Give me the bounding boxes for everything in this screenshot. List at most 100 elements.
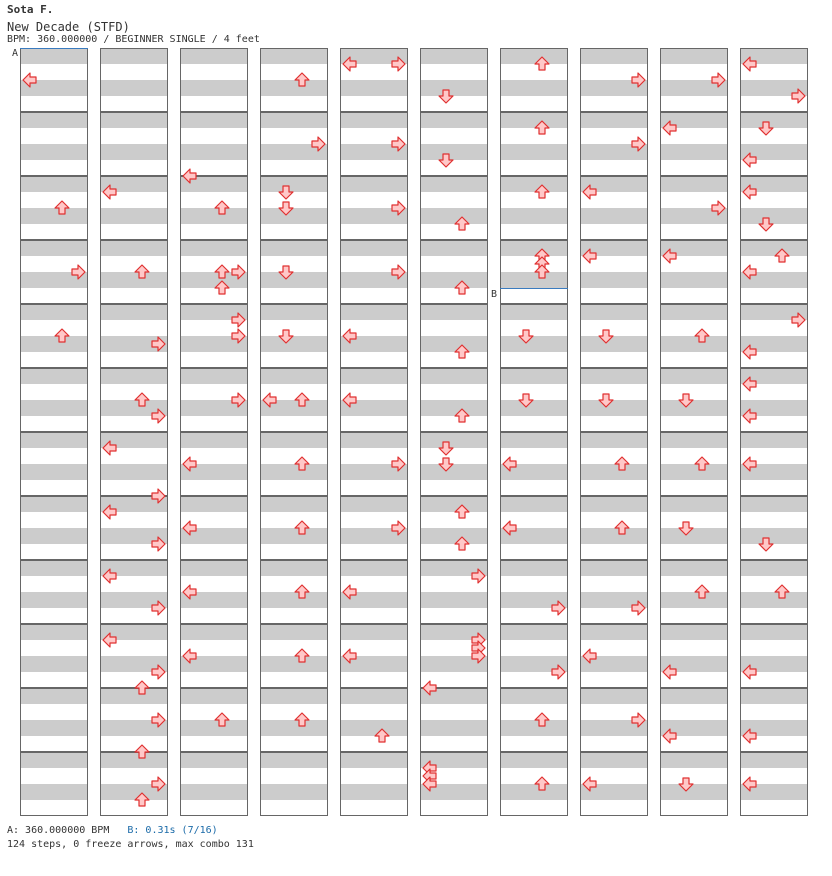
step-arrow (214, 280, 230, 295)
footer-timing-line: A: 360.000000 BPM B: 0.31s (7/16) (7, 824, 254, 838)
step-arrow (278, 329, 294, 344)
step-arrow (151, 488, 166, 504)
step-arrow (438, 457, 454, 472)
measure-box (100, 624, 168, 688)
step-arrow (391, 56, 406, 72)
step-arrow (454, 344, 470, 359)
step-arrow (151, 600, 166, 616)
measure-box (660, 752, 728, 816)
measure-box (420, 304, 488, 368)
step-arrow (374, 728, 390, 743)
step-arrow (551, 600, 566, 616)
step-arrow (614, 456, 630, 471)
step-arrow (22, 72, 37, 88)
step-arrow (182, 584, 197, 600)
measure-box (500, 624, 568, 688)
step-arrow (534, 120, 550, 135)
measure-box (340, 688, 408, 752)
step-arrow (102, 184, 117, 200)
measure-box (100, 368, 168, 432)
measure-box (260, 176, 328, 240)
measure-box (580, 240, 648, 304)
measure-box (20, 688, 88, 752)
measure-box (420, 176, 488, 240)
step-arrow (454, 280, 470, 295)
step-arrow (342, 56, 357, 72)
step-arrow (742, 376, 757, 392)
step-arrow (502, 520, 517, 536)
measure-box (20, 112, 88, 176)
measure-box (500, 752, 568, 816)
song-title: New Decade (STFD) (7, 20, 130, 34)
step-arrow (182, 648, 197, 664)
step-arrow (534, 184, 550, 199)
step-arrow (151, 336, 166, 352)
measure-box (740, 112, 808, 176)
measure-box (180, 688, 248, 752)
step-arrow (342, 584, 357, 600)
measure-box (580, 432, 648, 496)
step-arrow (231, 392, 246, 408)
step-arrow (214, 712, 230, 727)
step-arrow (454, 504, 470, 519)
step-arrow (662, 248, 677, 264)
step-arrow (518, 329, 534, 344)
step-arrow (678, 777, 694, 792)
measure-box (420, 432, 488, 496)
step-arrow (151, 664, 166, 680)
step-arrow (694, 456, 710, 471)
step-arrow (438, 441, 454, 456)
step-arrow (134, 744, 150, 759)
step-arrow (182, 520, 197, 536)
measure-box (180, 432, 248, 496)
step-arrow (214, 200, 230, 215)
step-arrow (742, 408, 757, 424)
measure-box (660, 240, 728, 304)
step-arrow (582, 248, 597, 264)
step-arrow (438, 89, 454, 104)
measure-box (20, 496, 88, 560)
step-arrow (598, 393, 614, 408)
measure-box (500, 176, 568, 240)
step-arrow (534, 776, 550, 791)
measure-box (740, 496, 808, 560)
step-arrow (342, 328, 357, 344)
measure-box (660, 432, 728, 496)
measure-box (740, 624, 808, 688)
step-arrow (294, 72, 310, 87)
step-arrow (294, 584, 310, 599)
measure-box (740, 688, 808, 752)
step-arrow (422, 680, 437, 696)
measure-box (500, 112, 568, 176)
measure-box (100, 432, 168, 496)
measure-box (500, 560, 568, 624)
measure-box (260, 624, 328, 688)
measure-box (660, 496, 728, 560)
step-arrow (582, 648, 597, 664)
step-arrow (151, 776, 166, 792)
measure-box (100, 560, 168, 624)
step-arrow (662, 120, 677, 136)
measure-box (580, 496, 648, 560)
step-arrow (518, 393, 534, 408)
step-arrow (182, 456, 197, 472)
measure-box (260, 752, 328, 816)
step-arrow (134, 680, 150, 695)
measure-box (660, 624, 728, 688)
step-arrow (694, 328, 710, 343)
measure-box (20, 304, 88, 368)
measure-box (100, 48, 168, 112)
measure-box (500, 48, 568, 112)
measure-box (420, 496, 488, 560)
measure-box (20, 176, 88, 240)
timing-b-label: B: 0.31s (7/16) (127, 825, 218, 836)
measure-box (420, 48, 488, 112)
step-arrow (342, 392, 357, 408)
step-arrow (774, 248, 790, 263)
measure-box (180, 176, 248, 240)
measure-box (660, 560, 728, 624)
step-arrow (471, 648, 486, 664)
step-arrow (151, 408, 166, 424)
step-arrow (278, 185, 294, 200)
measure-box (340, 560, 408, 624)
